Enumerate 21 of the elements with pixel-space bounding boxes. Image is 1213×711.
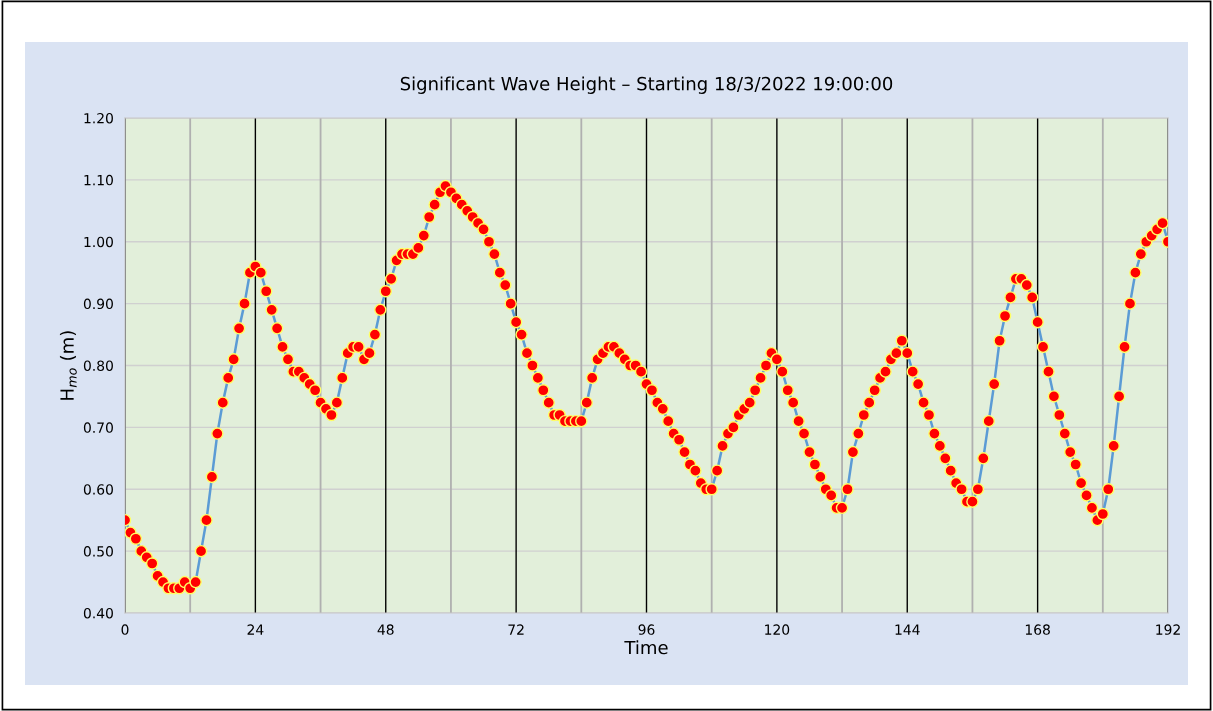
y-tick-label: 0.70 — [83, 422, 113, 433]
chart-title: Significant Wave Height – Starting 18/3/2022 19:00:00 — [400, 76, 893, 94]
x-tick-label: 120 — [765, 624, 790, 635]
y-axis-title: H$_{mo}$ (m) — [59, 331, 77, 400]
y-tick-label: 0.40 — [83, 607, 113, 619]
y-tick-label: 0.60 — [83, 484, 113, 495]
x-tick-label: 0 — [121, 624, 129, 635]
x-tick-label: 168 — [1025, 624, 1050, 635]
y-tick-label: 0.80 — [83, 360, 113, 371]
x-tick-label: 144 — [895, 624, 920, 635]
x-tick-label: 48 — [377, 624, 394, 635]
y-tick-label: 1.10 — [84, 174, 113, 186]
y-tick-label: 1.20 — [84, 112, 113, 124]
x-axis-title: Time — [624, 640, 668, 655]
x-tick-label: 24 — [247, 624, 264, 635]
x-tick-label: 192 — [1156, 624, 1180, 635]
y-tick-label: 0.90 — [83, 298, 113, 310]
x-tick-label: 72 — [508, 624, 524, 635]
y-tick-label: 0.50 — [83, 546, 113, 557]
y-tick-label: 1.00 — [84, 236, 113, 248]
x-tick-label: 96 — [638, 624, 655, 635]
